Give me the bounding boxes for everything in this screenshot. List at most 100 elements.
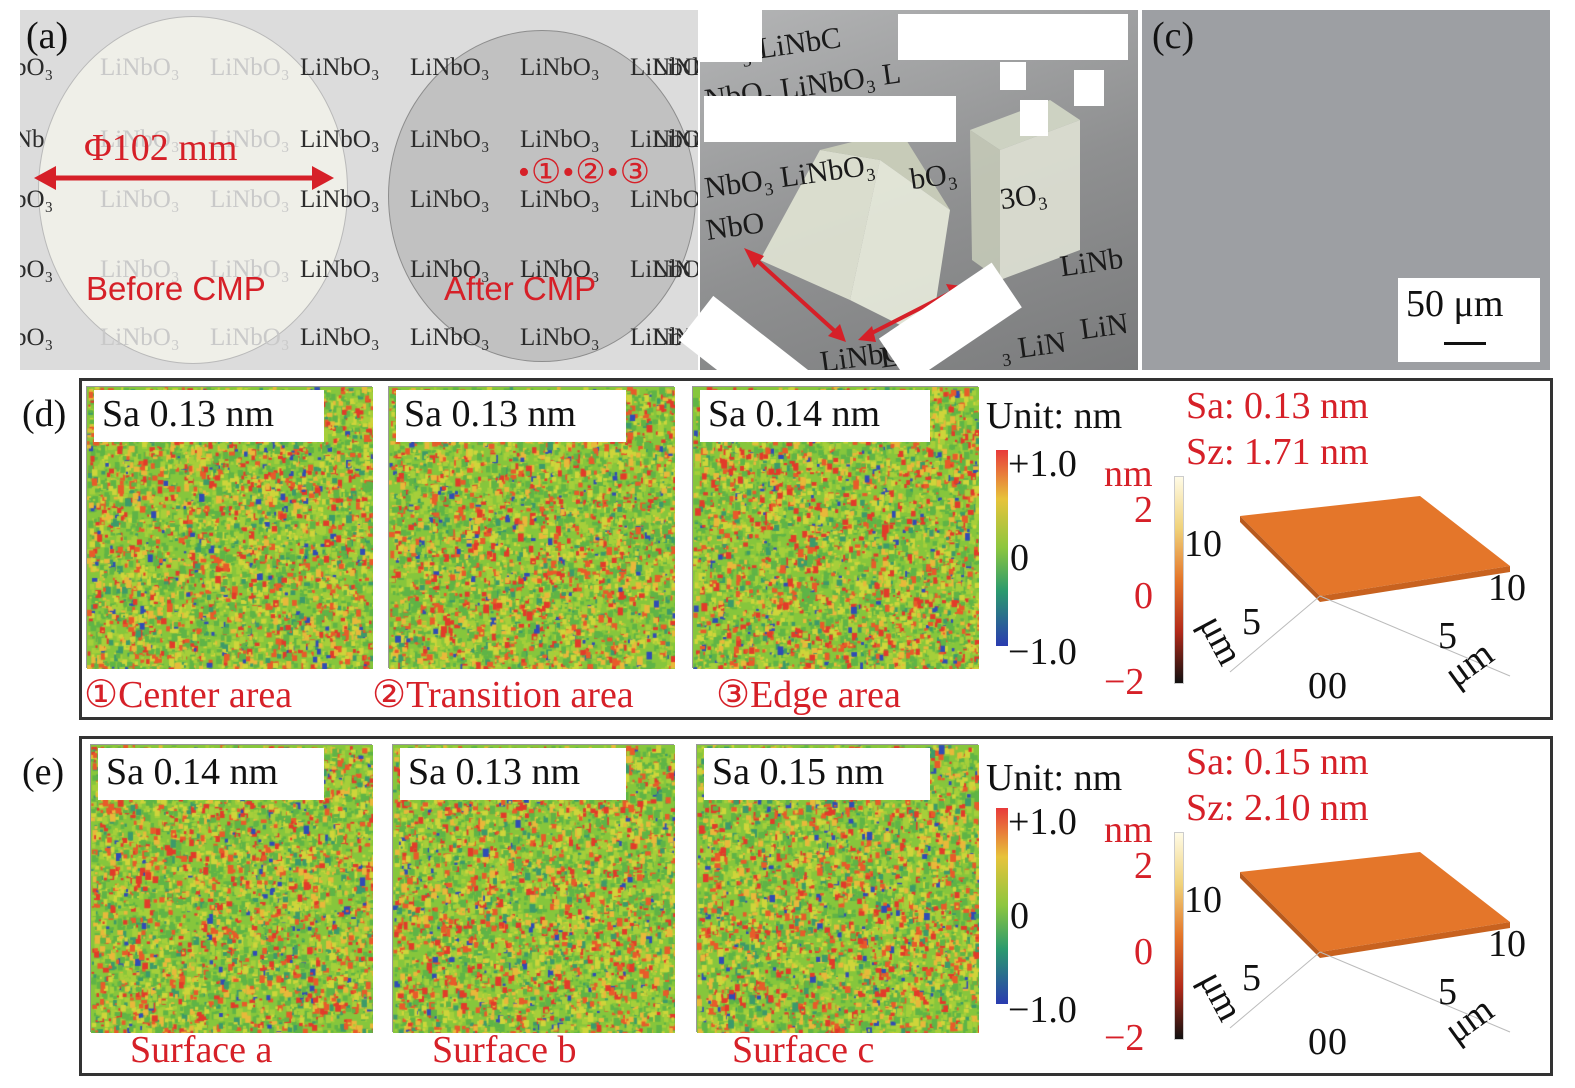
z-tick-label: 0 — [1134, 931, 1153, 973]
watermark-text: LiNbO₃ — [410, 54, 490, 81]
watermark-text: LiNbO₃ — [520, 324, 600, 351]
z-tick-label: −2 — [1104, 1017, 1145, 1059]
y-tick-label: 10 — [1184, 879, 1222, 921]
diameter-label: Φ102 mm — [84, 127, 238, 169]
y-tick-label: 5 — [1242, 601, 1261, 643]
z-tick-label: 2 — [1134, 489, 1153, 531]
x-tick-label: 5 — [1438, 971, 1457, 1013]
prism-photo: ₃ LiNbC NbO₃ LiNbO₃ L NbO₃ LiNbO₃ bO₃ NbO LiN… — [700, 10, 1138, 370]
y-tick-label: 0 — [1308, 665, 1327, 707]
watermark-text-faint: LiNbO₃ — [210, 324, 290, 351]
x-tick-label: 10 — [1488, 923, 1526, 965]
height-colorbar — [1174, 832, 1184, 1040]
sa-value-label: Sa 0.13 nm — [94, 390, 324, 442]
before-cmp-label: Before CMP — [86, 270, 266, 307]
x-tick-label: 0 — [1328, 1021, 1347, 1063]
sa-value-label: Sa 0.14 nm — [700, 390, 930, 442]
sa-3d-label: Sa: 0.15 nm — [1186, 741, 1369, 783]
colorbar-max: +1.0 — [1008, 443, 1077, 485]
x-tick-label: 0 — [1328, 665, 1347, 707]
caption-surface-c: Surface c — [732, 1029, 875, 1071]
watermark-fragment: Nb — [20, 126, 45, 153]
x-tick-label: 10 — [1488, 567, 1526, 609]
redaction-box — [704, 96, 956, 142]
colorbar — [996, 450, 1008, 646]
watermark-fragment: bO₃ — [20, 256, 54, 283]
watermark-text: LiNbO₃ — [520, 186, 600, 213]
watermark-text-faint: LiNbO₃ — [210, 186, 290, 213]
scale-bar-label: 50 μm — [1406, 283, 1504, 325]
wafer-before-cmp — [38, 16, 348, 364]
watermark-text-faint: LiNbO₃ — [100, 324, 180, 351]
watermark-text: LiNbO₃ — [300, 54, 380, 81]
after-cmp-label: After CMP — [444, 270, 597, 307]
caption-transition-area: ②Transition area — [372, 674, 634, 716]
watermark-fragment: 3O₃ — [997, 176, 1050, 217]
watermark-fragment: LiNi — [652, 126, 698, 153]
wafer-photo — [20, 10, 698, 370]
diameter-arrow — [34, 166, 334, 190]
surface-plane — [1240, 496, 1510, 596]
sa-value-label: Sa 0.13 nm — [400, 748, 626, 800]
redaction-box — [1074, 70, 1104, 106]
colorbar-mid: 0 — [1010, 537, 1029, 579]
watermark-text: LiNbO₃ — [300, 186, 380, 213]
watermark-text-faint: LiNbO₃ — [100, 186, 180, 213]
z-axis-unit: nm — [1104, 453, 1153, 495]
watermark-fragment: bO₃ — [907, 156, 960, 197]
watermark-text: LiNbO₃ — [630, 186, 698, 213]
watermark-text: LiNbO₃ — [410, 324, 490, 351]
scale-bar-box — [1398, 278, 1540, 362]
watermark-text: LiNbO₃ — [520, 126, 600, 153]
z-tick-label: 0 — [1134, 575, 1153, 617]
caption-edge-area: ③Edge area — [716, 674, 901, 716]
panel-d-frame — [79, 378, 1553, 720]
colorbar-min: −1.0 — [1008, 989, 1077, 1031]
panel-e-label: (e) — [22, 751, 65, 793]
watermark-text-faint: LiNbO₃ — [100, 54, 180, 81]
caption-surface-b: Surface b — [432, 1029, 577, 1071]
watermark-text-faint: LiNbO₃ — [210, 54, 290, 81]
z-axis-unit: nm — [1104, 809, 1153, 851]
caption-surface-a: Surface a — [130, 1029, 273, 1071]
surface-plane — [1240, 852, 1510, 952]
sa-value-label: Sa 0.15 nm — [704, 748, 930, 800]
redaction-box — [898, 14, 1128, 60]
watermark-text: LiNbO₃ — [410, 186, 490, 213]
watermark-text: LiNbO₃ — [300, 324, 380, 351]
height-colorbar — [1174, 476, 1184, 684]
redaction-box — [1020, 100, 1048, 136]
z-tick-label: 2 — [1134, 845, 1153, 887]
watermark-text: LiNbO₃ — [410, 126, 490, 153]
redaction-box — [1000, 62, 1026, 90]
z-tick-label: −2 — [1104, 661, 1145, 703]
colorbar-max: +1.0 — [1008, 801, 1077, 843]
panel-c-label: (c) — [1152, 15, 1195, 57]
watermark-text: LiNbO₃ — [300, 256, 380, 283]
colorbar — [996, 808, 1008, 1004]
y-tick-label: 10 — [1184, 523, 1222, 565]
y-tick-label: 0 — [1308, 1021, 1327, 1063]
watermark-text: LiNbO₃ — [630, 256, 698, 283]
panel-a-label: (a) — [26, 15, 69, 57]
x-tick-label: 5 — [1438, 615, 1457, 657]
scale-bar — [1444, 342, 1486, 345]
watermark-text: LiNbO₃ — [520, 256, 600, 283]
surface-3d-plot — [1229, 496, 1511, 677]
colorbar-min: −1.0 — [1008, 631, 1077, 673]
measurement-markers: •①•②•③ — [518, 154, 652, 191]
watermark-fragment: LiN — [652, 256, 693, 283]
watermark-text: LiNbO₃ — [300, 126, 380, 153]
y-tick-label: 5 — [1242, 957, 1261, 999]
sa-value-label: Sa 0.13 nm — [396, 390, 626, 442]
watermark-text-faint: LiNbO₃ — [210, 126, 290, 153]
sa-value-label: Sa 0.14 nm — [98, 748, 324, 800]
prism-drawing — [744, 100, 1080, 342]
redaction-box — [700, 10, 762, 62]
surface-3d-plot — [1229, 852, 1511, 1033]
watermark-text-faint: LiNbO₃ — [100, 256, 180, 283]
panel-d-label: (d) — [22, 393, 67, 435]
wafer-after-cmp — [388, 30, 696, 362]
sz-3d-label: Sz: 1.71 nm — [1186, 431, 1369, 473]
watermark-fragment: LiNl — [652, 54, 698, 81]
